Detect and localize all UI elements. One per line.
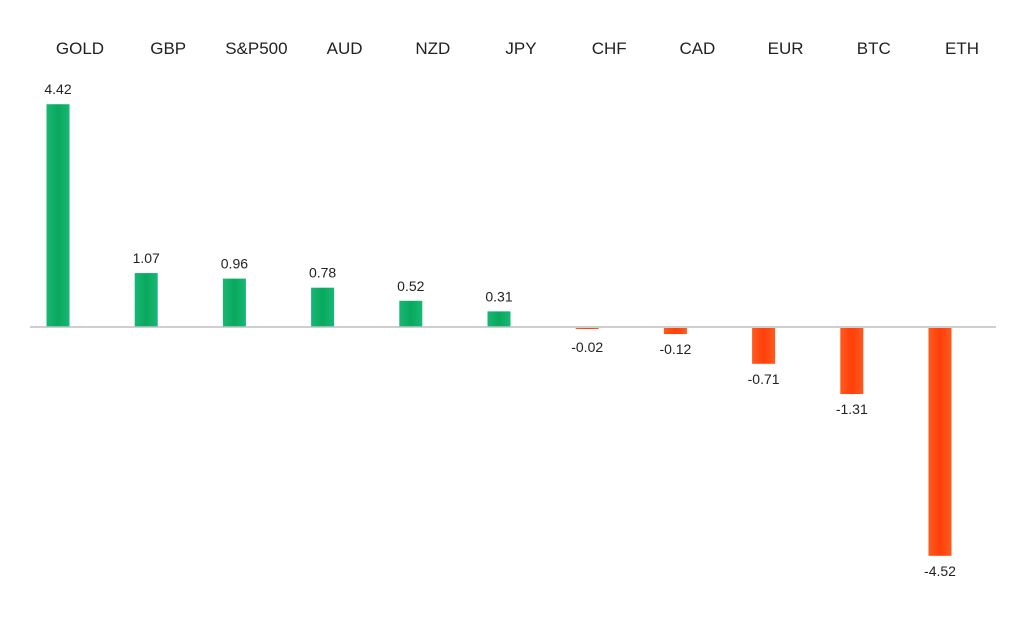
bar-eth <box>928 328 952 556</box>
bar-gold <box>46 104 70 328</box>
data-labels: 4.42 1.07 0.96 0.78 0.52 0.31 -0.02 -0.12 -0.71 -… <box>44 81 956 579</box>
category-label-nzd: NZD <box>415 39 450 58</box>
category-label-eur: EUR <box>768 39 804 58</box>
data-label-btc: -1.31 <box>836 401 868 417</box>
category-label-gold: GOLD <box>56 39 104 58</box>
data-label-aud: 0.78 <box>309 265 336 281</box>
bar-chf <box>575 328 599 330</box>
bar-s-p500 <box>222 278 246 327</box>
data-label-eur: -0.71 <box>748 371 780 387</box>
bar-btc <box>840 328 864 395</box>
data-label-nzd: 0.52 <box>397 278 424 294</box>
data-label-cad: -0.12 <box>659 341 691 357</box>
data-label-eth: -4.52 <box>924 563 956 579</box>
category-label-aud: AUD <box>327 39 363 58</box>
bar-eur <box>752 328 776 364</box>
category-labels: GOLD GBP S&P500 AUD NZD JPY CHF CAD EUR BTC ETH <box>56 39 979 58</box>
category-label-btc: BTC <box>857 39 891 58</box>
category-label-s-p500: S&P500 <box>225 39 287 58</box>
data-label-chf: -0.02 <box>571 339 603 355</box>
data-label-s-p500: 0.96 <box>221 256 248 272</box>
data-label-gbp: 1.07 <box>133 250 160 266</box>
bar-cad <box>663 328 687 335</box>
bar-gbp <box>134 273 158 327</box>
data-label-gold: 4.42 <box>44 81 71 97</box>
category-label-cad: CAD <box>679 39 715 58</box>
category-label-jpy: JPY <box>505 39 536 58</box>
category-label-gbp: GBP <box>150 39 186 58</box>
bar-aud <box>311 287 335 327</box>
bar-jpy <box>487 311 511 327</box>
category-label-eth: ETH <box>945 39 979 58</box>
category-label-chf: CHF <box>592 39 627 58</box>
bars-group <box>46 104 952 556</box>
data-label-jpy: 0.31 <box>485 288 512 304</box>
bar-nzd <box>399 300 423 327</box>
